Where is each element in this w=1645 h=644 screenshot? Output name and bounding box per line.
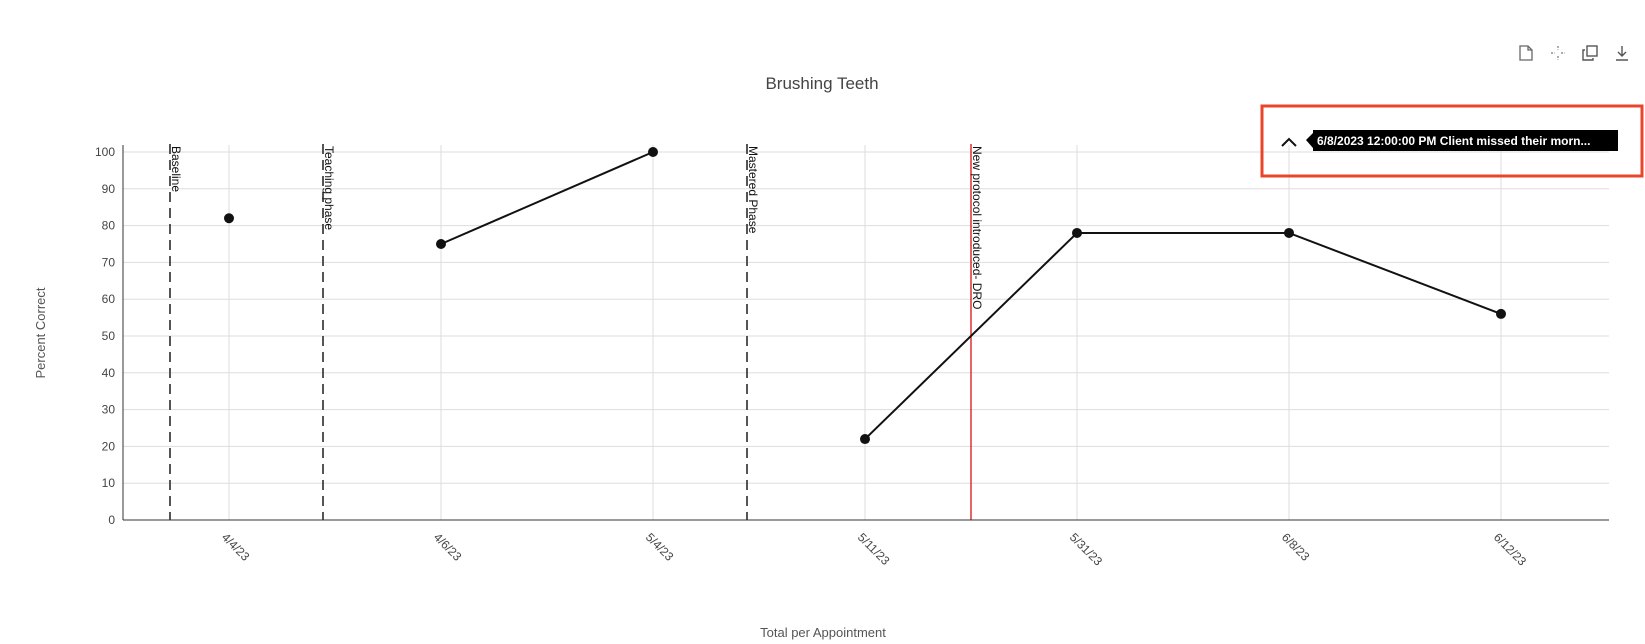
y-tick-label: 60	[102, 292, 116, 306]
data-point[interactable]	[224, 213, 234, 224]
y-tick-label: 40	[102, 366, 116, 380]
crosshair-icon[interactable]	[1549, 44, 1567, 62]
data-point[interactable]	[1284, 227, 1294, 238]
annotation-pointer	[1306, 133, 1313, 148]
phase-label: Mastered Phase	[746, 146, 760, 234]
download-icon[interactable]	[1613, 44, 1631, 62]
phase-label: Teaching phase	[322, 146, 336, 230]
data-point[interactable]	[1072, 227, 1082, 238]
x-tick-label: 5/31/23	[1067, 530, 1105, 568]
data-point[interactable]	[648, 147, 658, 157]
x-tick-label: 5/4/23	[643, 530, 677, 564]
copy-icon[interactable]	[1581, 44, 1599, 62]
x-tick-label: 4/4/23	[219, 530, 253, 564]
x-axis-ticks: 4/4/23 4/6/23 5/4/23 5/11/23 5/31/23 6/8/23 6/…	[219, 530, 1529, 568]
y-tick-label: 30	[102, 403, 116, 417]
annotation-highlight	[1260, 104, 1644, 178]
series	[224, 147, 1506, 445]
phase-label: Baseline	[169, 146, 183, 192]
x-tick-label: 6/12/23	[1491, 530, 1529, 568]
x-axis-label: Total per Appointment	[760, 625, 886, 640]
series-line	[440, 151, 654, 245]
annotation-toggle[interactable]	[1281, 137, 1297, 147]
phase-lines: Baseline Teaching phase Mastered Phase New …	[169, 144, 984, 520]
grid	[123, 145, 1609, 520]
data-point[interactable]	[860, 434, 870, 445]
chart-title: Brushing Teeth	[765, 74, 878, 93]
y-tick-label: 90	[102, 182, 116, 196]
x-tick-label: 6/8/23	[1279, 530, 1313, 564]
annotation-box	[1313, 130, 1618, 151]
y-tick-label: 50	[102, 329, 116, 343]
chart-toolbar	[1517, 44, 1631, 62]
y-tick-label: 100	[95, 145, 115, 159]
annotation-text: 6/8/2023 12:00:00 PM Client missed their…	[1317, 134, 1590, 148]
y-axis-label: Percent Correct	[33, 287, 48, 378]
data-point[interactable]	[1496, 308, 1506, 319]
y-tick-label: 0	[108, 513, 115, 527]
y-tick-label: 80	[102, 219, 116, 233]
y-tick-label: 20	[102, 439, 116, 453]
x-tick-label: 5/11/23	[855, 530, 893, 568]
chevron-up-icon[interactable]	[1281, 137, 1297, 147]
series-line	[864, 231, 1502, 440]
x-tick-label: 4/6/23	[431, 530, 465, 564]
y-axis-ticks: 0 10 20 30 40 50 60 70 80 90 100	[95, 145, 115, 527]
y-tick-label: 70	[102, 255, 116, 269]
document-icon[interactable]	[1517, 44, 1535, 62]
y-tick-label: 10	[102, 476, 116, 490]
data-point[interactable]	[436, 239, 446, 249]
phase-label: New protocol introduced- DRO	[970, 146, 984, 309]
